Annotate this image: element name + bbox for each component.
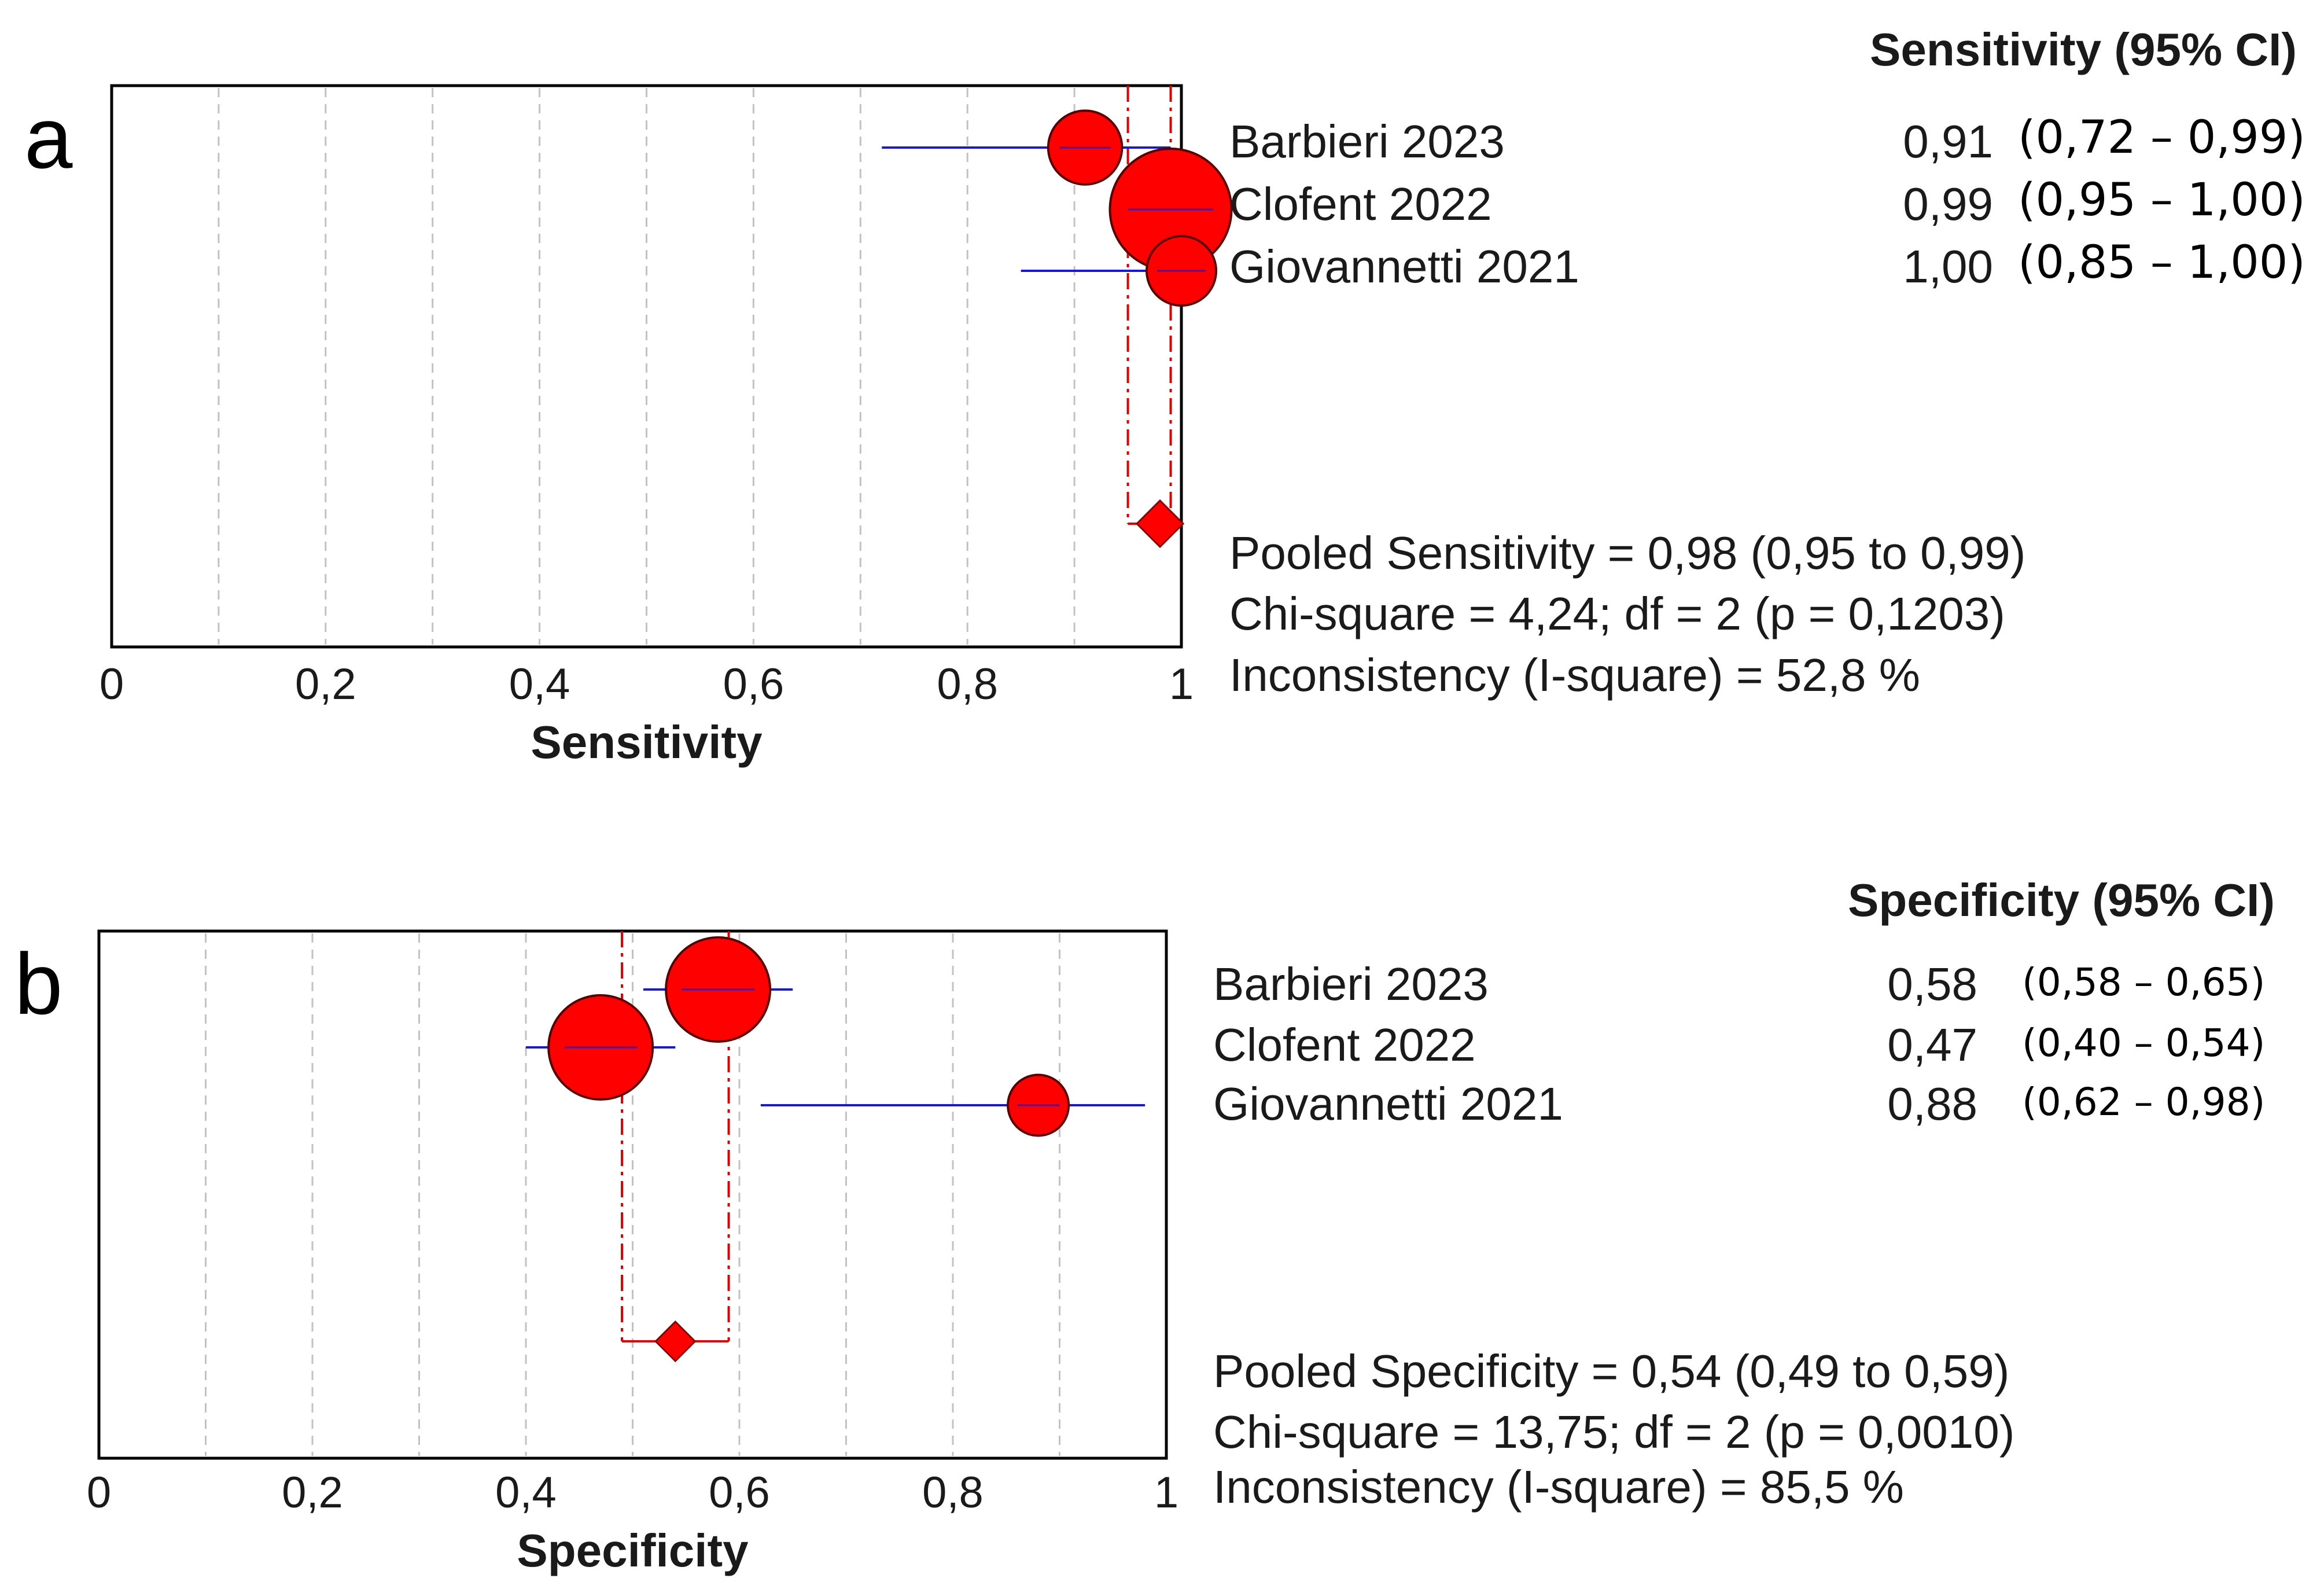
panel-b-letter: b xyxy=(14,935,62,1032)
study-estimate-label: 0,47 xyxy=(1887,1019,1977,1071)
x-tick-label: 0 xyxy=(100,660,124,709)
x-tick-label: 0 xyxy=(87,1468,111,1517)
study-name: Barbieri 2023 xyxy=(1229,116,1505,167)
summary-stat-line: Chi-square = 13,75; df = 2 (p = 0,0010) xyxy=(1213,1406,2014,1458)
panel-b-column-header: Specificity (95% CI) xyxy=(1848,874,2275,926)
study-estimate-label: 0,88 xyxy=(1887,1078,1977,1130)
summary-stat-line: Chi-square = 4,24; df = 2 (p = 0,1203) xyxy=(1229,588,2005,639)
x-tick-label: 0,6 xyxy=(723,660,785,709)
panel-b: b 0 0,2 0,4 0,6 0,8 1 Specificity Specificity (9… xyxy=(14,874,2275,1576)
panel-b-plot-frame xyxy=(97,929,1168,1460)
pooled-estimate-diamond xyxy=(654,1320,697,1363)
panel-a: a 0 0,2 0,4 0,6 0,8 1 Sensitivity Sensitivity (9… xyxy=(24,24,2305,768)
x-tick-label: 1 xyxy=(1169,660,1194,709)
study-estimate-label: 0,91 xyxy=(1903,116,1993,167)
x-tick-label: 0,8 xyxy=(937,660,998,709)
study-estimate-label: 0,58 xyxy=(1887,958,1977,1010)
x-tick-label: 0,2 xyxy=(295,660,356,709)
panel-b-x-axis-title: Specificity xyxy=(517,1525,749,1576)
x-tick-label: 0,4 xyxy=(495,1468,557,1517)
study-name: Barbieri 2023 xyxy=(1213,958,1489,1010)
study-name: Giovannetti 2021 xyxy=(1213,1078,1563,1130)
summary-stat-line: Pooled Specificity = 0,54 (0,49 to 0,59) xyxy=(1213,1345,2009,1397)
study-name: Giovannetti 2021 xyxy=(1229,241,1579,292)
summary-stat-line: Inconsistency (I-square) = 52,8 % xyxy=(1229,649,1920,701)
study-ci-label: (0,95 – 1,00) xyxy=(2018,174,2305,226)
x-tick-label: 0,8 xyxy=(922,1468,984,1517)
study-ci-label: (0,72 – 0,99) xyxy=(2018,112,2305,164)
study-name: Clofent 2022 xyxy=(1229,178,1492,230)
study-estimate-label: 0,99 xyxy=(1903,178,1993,230)
panel-a-x-axis-title: Sensitivity xyxy=(531,716,763,768)
study-ci-label: (0,85 – 1,00) xyxy=(2018,237,2305,289)
study-name: Clofent 2022 xyxy=(1213,1019,1476,1071)
x-tick-label: 0,4 xyxy=(509,660,570,709)
x-tick-label: 0,6 xyxy=(709,1468,770,1517)
panel-a-letter: a xyxy=(24,89,73,186)
x-tick-label: 0,2 xyxy=(282,1468,343,1517)
x-tick-label: 1 xyxy=(1154,1468,1178,1517)
summary-stat-line: Inconsistency (I-square) = 85,5 % xyxy=(1213,1461,1904,1513)
panel-a-plot-frame xyxy=(110,84,1183,649)
study-ci-label: (0,62 – 0,98) xyxy=(2022,1080,2265,1124)
study-ci-label: (0,40 – 0,54) xyxy=(2022,1021,2265,1065)
study-estimate-label: 1,00 xyxy=(1903,241,1993,292)
summary-stat-line: Pooled Sensitivity = 0,98 (0,95 to 0,99) xyxy=(1229,527,2025,579)
pooled-estimate-diamond xyxy=(1135,499,1185,549)
panel-a-column-header: Sensitivity (95% CI) xyxy=(1870,24,2297,75)
study-ci-label: (0,58 – 0,65) xyxy=(2022,960,2265,1005)
